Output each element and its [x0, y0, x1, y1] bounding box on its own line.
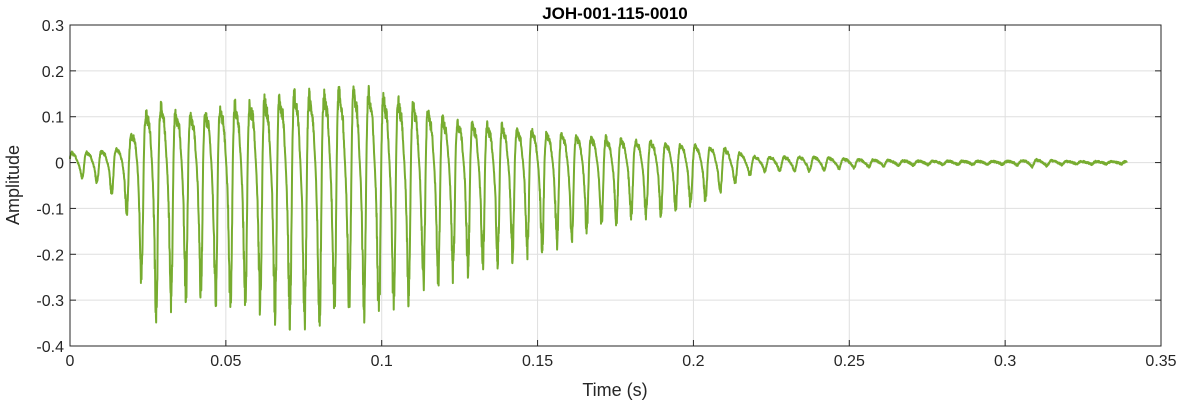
x-axis-label: Time (s) — [582, 380, 647, 400]
x-tick-label: 0.1 — [371, 353, 393, 370]
y-axis-label: Amplitude — [3, 145, 23, 225]
y-tick-label: -0.4 — [36, 339, 64, 356]
tick-labels: 0 0.05 0.1 0.15 0.2 0.25 0.3 0.35 -0.4 -0.3 -0.2 -0… — [36, 18, 1176, 370]
x-tick-label: 0.35 — [1145, 353, 1176, 370]
plot-frame — [69, 24, 1162, 347]
waveform-line — [69, 84, 1128, 331]
x-tick-label: 0.25 — [834, 353, 865, 370]
chart-title: JOH-001-115-0010 — [542, 4, 688, 23]
y-tick-label: 0.1 — [42, 110, 64, 127]
x-tick-label: 0.15 — [522, 353, 553, 370]
x-tick-label: 0 — [66, 353, 75, 370]
series — [69, 84, 1128, 331]
x-tick-label: 0.3 — [994, 353, 1016, 370]
x-tick-label: 0.2 — [682, 353, 704, 370]
x-tick-label: 0.05 — [210, 353, 241, 370]
plot-background — [70, 25, 1161, 346]
y-tick-label: 0.3 — [42, 18, 64, 35]
ticks — [69, 24, 1162, 347]
y-tick-label: -0.1 — [36, 201, 64, 218]
y-tick-label: 0.2 — [42, 64, 64, 81]
y-tick-label: -0.2 — [36, 247, 64, 264]
y-tick-label: -0.3 — [36, 293, 64, 310]
y-tick-label: 0 — [55, 156, 64, 173]
